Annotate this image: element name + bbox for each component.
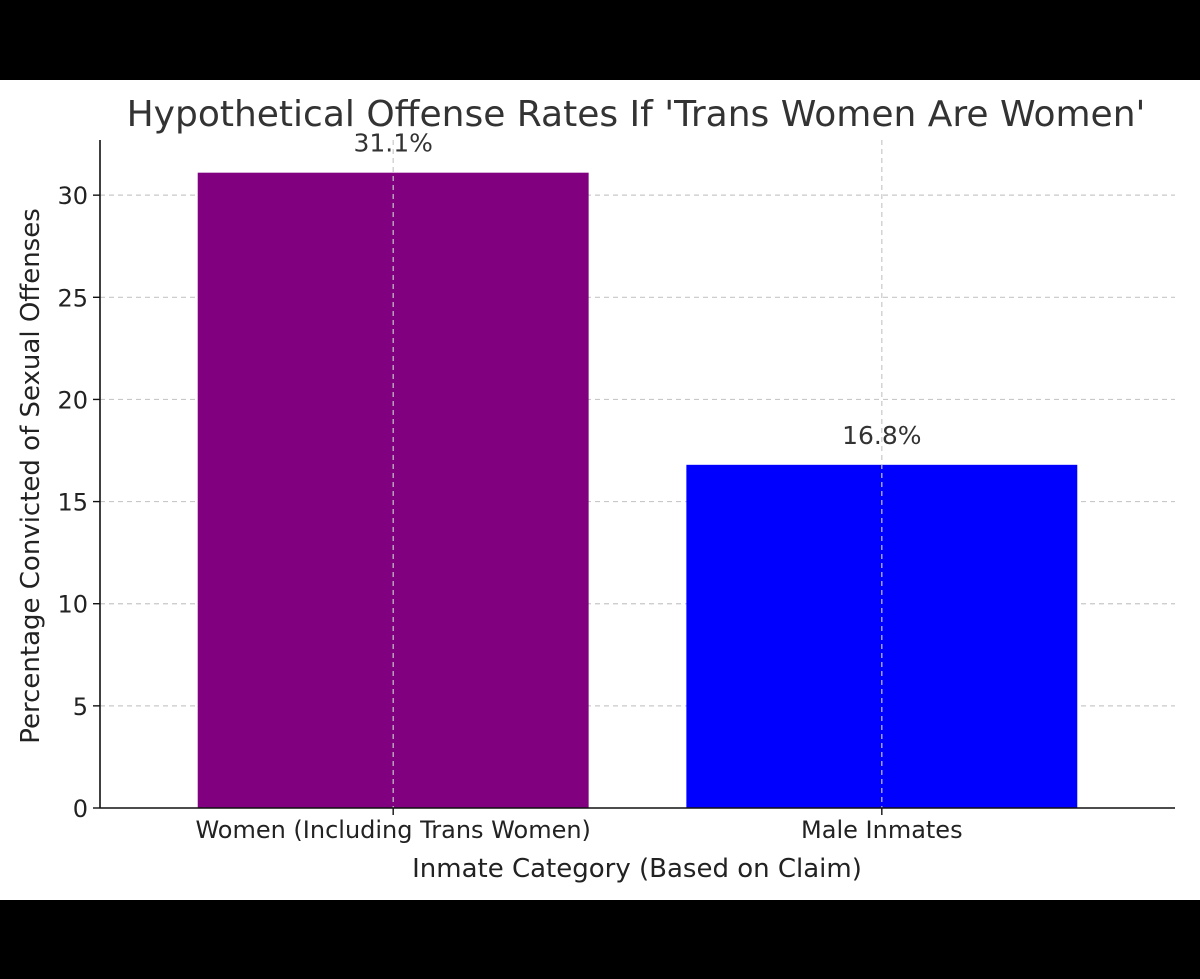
data-label-2: 16.8% [842, 421, 921, 450]
x-tick-label-2: Male Inmates [801, 816, 963, 844]
y-tick-label-15: 15 [57, 489, 88, 517]
x-tick-label-1: Women (Including Trans Women) [195, 816, 590, 844]
y-axis-label: Percentage Convicted of Sexual Offenses [16, 208, 46, 744]
y-tick-label-0: 0 [73, 795, 88, 823]
y-tick-label-10: 10 [57, 591, 88, 619]
y-tick-label-20: 20 [57, 386, 88, 414]
data-label-1: 31.1% [353, 129, 432, 158]
y-tick-label-30: 30 [57, 182, 88, 210]
y-tick-label-25: 25 [57, 284, 88, 312]
axes-layer [93, 140, 1175, 815]
chart-title: Hypothetical Offense Rates If 'Trans Wom… [127, 94, 1146, 135]
y-tick-label-5: 5 [73, 693, 88, 721]
x-axis-label: Inmate Category (Based on Claim) [412, 854, 862, 884]
labels-layer: 0 5 10 15 20 25 30 Women (Including Trans Women… [57, 129, 962, 844]
